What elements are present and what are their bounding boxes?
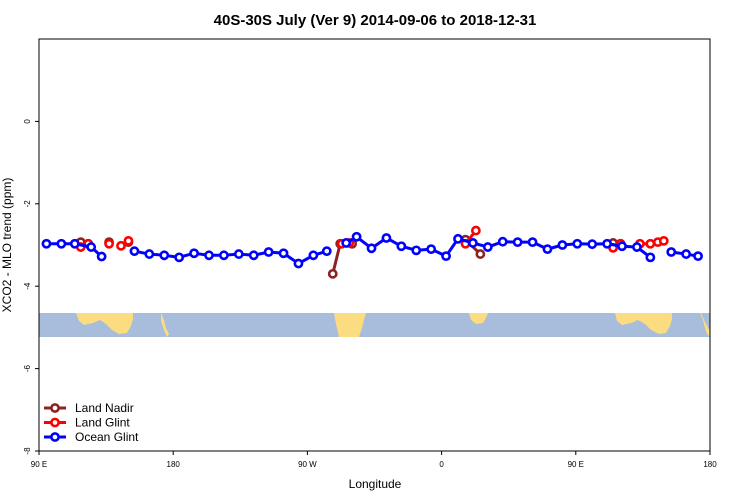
land-glint-point: [470, 225, 481, 236]
legend-item-land-nadir: Land Nadir: [44, 401, 134, 415]
land-nadir-point: [475, 249, 486, 259]
ocean-glint-point: [512, 237, 523, 248]
x-tick-label: 180: [167, 460, 181, 469]
ocean-glint-point: [557, 240, 568, 250]
ocean-glint-point: [351, 231, 362, 242]
ocean-glint-point: [617, 241, 627, 252]
land-glint-point: [123, 235, 134, 246]
ocean-glint-point: [527, 237, 538, 248]
ocean-glint-point: [293, 258, 304, 269]
y-tick-label: -2: [23, 200, 32, 208]
ocean-glint-point: [602, 238, 613, 249]
series-layer: [41, 225, 703, 279]
legend-item-ocean-glint: Ocean Glint: [44, 430, 139, 444]
ocean-glint-point: [497, 236, 508, 247]
ocean-glint-point: [248, 250, 259, 261]
ocean-glint-point: [341, 238, 352, 248]
ocean-glint-line: [345, 235, 652, 259]
ocean-glint-point: [159, 250, 170, 261]
ocean-glint-point: [666, 247, 677, 257]
land-nadir-point: [327, 268, 338, 279]
ocean-glint-point: [321, 246, 332, 257]
x-axis-label: Longitude: [349, 477, 402, 491]
ocean-glint-point: [366, 243, 377, 254]
legend-label: Ocean Glint: [75, 430, 139, 444]
land-south-america: [334, 313, 366, 337]
ocean-glint-point: [69, 238, 80, 249]
legend-swatch-marker: [50, 417, 60, 428]
land-australia-1: [76, 313, 133, 334]
x-tick-label: 180: [703, 460, 717, 469]
ocean-glint-point: [381, 233, 392, 243]
ocean-glint-point: [278, 248, 289, 259]
land-glint-point: [116, 240, 126, 251]
ocean-glint-point: [144, 249, 155, 259]
legend-label: Land Glint: [75, 416, 130, 430]
ocean-glint-point: [542, 244, 553, 255]
ocean-glint-point: [189, 248, 199, 259]
ocean-glint-point: [441, 251, 451, 262]
ocean-background: [39, 313, 710, 337]
ocean-glint-point: [218, 250, 229, 261]
land-new-zealand-2: [700, 313, 710, 337]
ocean-glint-point: [174, 252, 185, 263]
y-tick-label: -6: [23, 364, 32, 372]
x-axis: 90 E 180 90 W 0 90 E 180: [31, 451, 717, 469]
ocean-glint-point: [468, 238, 478, 248]
ocean-glint-point: [645, 252, 656, 263]
x-tick-label: 0: [439, 460, 444, 469]
y-axis: 0 -2 -4 -6 -8: [23, 119, 39, 455]
ocean-glint-point: [482, 242, 493, 252]
ocean-glint-point: [572, 238, 583, 249]
ocean-glint-point: [453, 233, 463, 244]
y-tick-label: -8: [23, 447, 32, 455]
ocean-glint-point: [632, 242, 642, 252]
ocean-glint-point: [587, 239, 598, 250]
chart-title: 40S-30S July (Ver 9) 2014-09-06 to 2018-…: [214, 12, 537, 29]
legend-swatch-marker: [50, 432, 60, 442]
ocean-glint-point: [426, 244, 437, 255]
ocean-glint-point: [263, 247, 274, 257]
ocean-glint-point: [86, 242, 97, 252]
y-tick-label: 0: [23, 119, 32, 124]
ocean-glint-point: [411, 245, 422, 256]
ocean-glint-point: [693, 251, 703, 262]
land-glint-point: [658, 235, 669, 246]
x-tick-label: 90 W: [298, 460, 317, 469]
plot-frame: [38, 38, 711, 452]
ocean-glint-point: [681, 249, 692, 259]
ocean-glint-point: [41, 238, 52, 249]
ocean-glint-point: [129, 246, 140, 257]
land-glint-point: [104, 238, 114, 249]
legend-swatch-marker: [50, 403, 60, 413]
land-glint-point: [645, 238, 656, 249]
y-axis-label: XCO2 - MLO trend (ppm): [0, 178, 14, 313]
x-tick-label: 90 E: [568, 460, 584, 469]
land-australia-2: [615, 313, 672, 334]
y-tick-label: -4: [23, 282, 32, 290]
land-africa: [469, 313, 488, 324]
ocean-glint-point: [308, 250, 319, 261]
ocean-glint-point: [56, 238, 67, 249]
series-ocean-glint: [41, 231, 703, 269]
land-new-zealand-1: [161, 313, 169, 337]
land-nadir-line: [331, 243, 342, 275]
x-tick-label: 90 E: [31, 460, 47, 469]
ocean-glint-point: [204, 250, 214, 261]
legend-label: Land Nadir: [75, 401, 134, 415]
ocean-glint-point: [396, 241, 407, 252]
ocean-glint-point: [96, 251, 107, 262]
map-strip: [39, 313, 710, 337]
legend-item-land-glint: Land Glint: [44, 416, 130, 430]
ocean-glint-point: [233, 249, 244, 259]
